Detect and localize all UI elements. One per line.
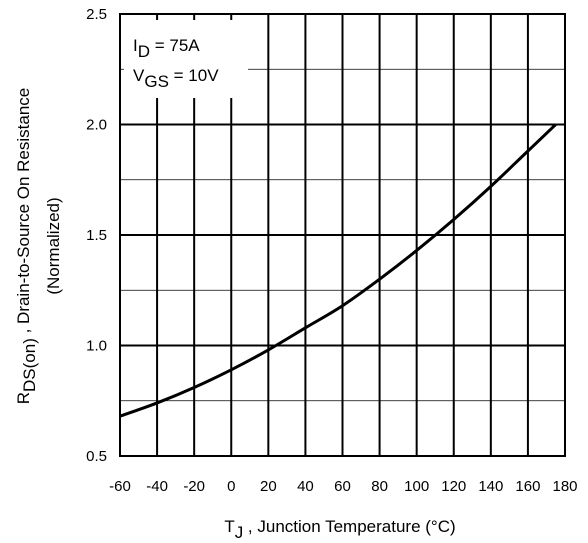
x-axis-title: TJ , Junction Temperature (°C) [224,517,455,542]
x-tick-label: -40 [146,478,168,495]
grid-lines [120,14,565,456]
y-tick-label: 2.0 [86,117,107,134]
y-tick-labels: 0.5 1.0 1.5 2.0 2.5 [86,6,107,465]
y-axis-title-line2: (Normalized) [44,197,63,294]
x-tick-label: 180 [552,478,577,495]
x-tick-label: 20 [260,478,277,495]
x-tick-label: 60 [334,478,351,495]
x-tick-label: 100 [404,478,429,495]
y-tick-label: 2.5 [86,6,107,23]
annotation-id: ID = 75A [133,36,200,61]
y-tick-label: 0.5 [86,448,107,465]
series-line [119,123,557,418]
y-tick-label: 1.5 [86,227,107,244]
plot-frame [119,13,566,457]
annotation-box: ID = 75A VGS = 10V [124,20,248,98]
x-tick-label: 0 [227,478,235,495]
annotation-vgs: VGS = 10V [133,66,219,91]
annotation-background [124,20,248,98]
x-tick-label: -20 [183,478,205,495]
x-tick-label: 40 [297,478,314,495]
x-tick-label: 140 [478,478,503,495]
x-tick-label: 160 [515,478,540,495]
x-tick-label: 120 [441,478,466,495]
y-axis-title: RDS(on) , Drain-to-Source On Resistance [14,88,39,405]
x-tick-label: 80 [371,478,388,495]
y-tick-label: 1.0 [86,338,107,355]
x-tick-labels: -60 -40 -20 0 20 40 60 80 100 120 140 160 180 [109,478,577,495]
x-tick-label: -60 [109,478,131,495]
